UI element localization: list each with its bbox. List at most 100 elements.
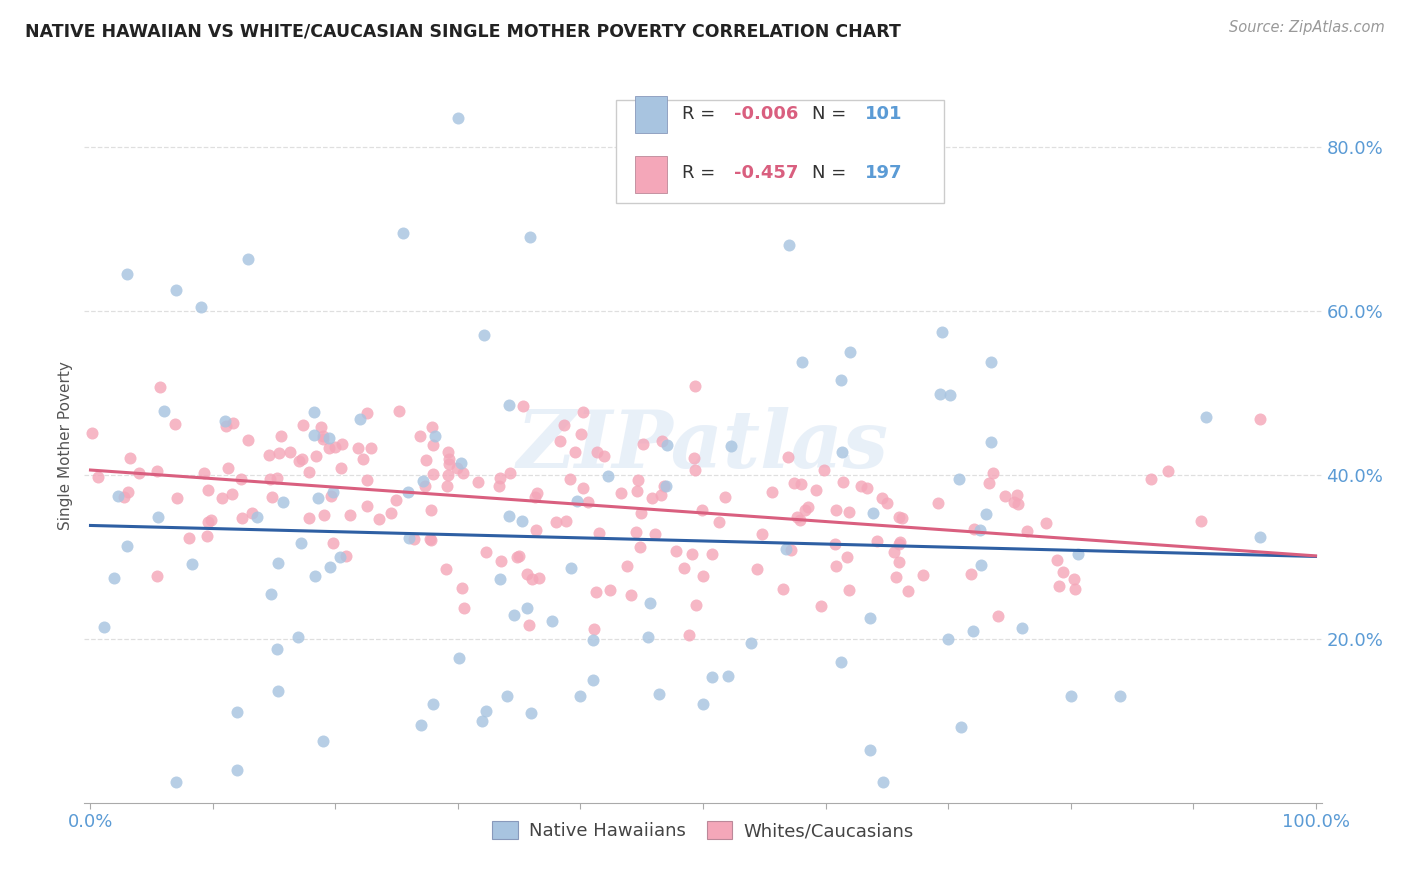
Point	[620, 588, 643, 602]
Text: 101: 101	[865, 105, 903, 123]
Point	[146, 510, 169, 524]
Point	[128, 467, 150, 481]
Point	[166, 491, 188, 506]
Point	[692, 698, 714, 712]
Point	[969, 523, 991, 537]
Point	[1063, 582, 1085, 597]
Point	[783, 476, 806, 491]
Point	[193, 466, 215, 480]
Text: 197: 197	[865, 164, 903, 182]
Point	[259, 472, 281, 486]
Point	[838, 582, 860, 597]
Point	[314, 508, 336, 522]
Point	[278, 445, 301, 459]
Text: N =: N =	[811, 164, 852, 182]
Point	[335, 549, 357, 564]
Point	[112, 490, 135, 504]
Point	[569, 689, 592, 703]
Point	[720, 439, 742, 453]
Point	[582, 673, 605, 687]
Point	[778, 238, 800, 252]
Point	[246, 510, 269, 524]
Point	[117, 485, 139, 500]
Point	[222, 416, 245, 430]
Point	[859, 743, 882, 757]
Point	[360, 441, 382, 455]
Point	[197, 483, 219, 497]
Point	[356, 406, 378, 420]
Point	[392, 226, 415, 240]
Point	[790, 476, 813, 491]
Point	[974, 507, 997, 521]
Point	[911, 568, 934, 582]
Point	[436, 479, 458, 493]
Point	[269, 446, 291, 460]
Point	[931, 325, 953, 339]
Point	[560, 472, 582, 486]
Point	[311, 419, 333, 434]
Text: NATIVE HAWAIIAN VS WHITE/CAUCASIAN SINGLE MOTHER POVERTY CORRELATION CHART: NATIVE HAWAIIAN VS WHITE/CAUCASIAN SINGL…	[25, 22, 901, 40]
Point	[270, 429, 292, 443]
Point	[962, 624, 984, 638]
Point	[236, 252, 259, 266]
Point	[959, 566, 981, 581]
Point	[740, 635, 762, 649]
Point	[851, 479, 873, 493]
Point	[1139, 472, 1161, 486]
Point	[304, 568, 326, 582]
Point	[683, 378, 706, 392]
Point	[1195, 410, 1218, 425]
Point	[655, 479, 678, 493]
Point	[322, 536, 344, 550]
Point	[259, 448, 281, 462]
Point	[305, 449, 328, 463]
Point	[648, 688, 671, 702]
Point	[714, 490, 737, 504]
Point	[388, 404, 411, 418]
Text: Source: ZipAtlas.com: Source: ZipAtlas.com	[1229, 20, 1385, 35]
Point	[298, 511, 321, 525]
Point	[472, 327, 495, 342]
FancyBboxPatch shape	[616, 100, 945, 203]
Point	[329, 550, 352, 565]
Point	[683, 463, 706, 477]
Point	[145, 464, 167, 478]
Point	[115, 267, 138, 281]
Point	[796, 500, 818, 514]
Point	[165, 775, 187, 789]
Point	[583, 623, 606, 637]
Point	[1015, 524, 1038, 538]
Point	[396, 484, 419, 499]
Point	[1249, 530, 1271, 544]
Point	[498, 398, 520, 412]
Point	[226, 763, 249, 777]
Point	[298, 465, 321, 479]
Point	[499, 466, 522, 480]
Point	[789, 512, 811, 526]
Point	[582, 632, 605, 647]
Point	[260, 587, 283, 601]
Point	[471, 714, 494, 728]
Point	[273, 494, 295, 508]
Point	[610, 486, 633, 500]
Point	[569, 426, 592, 441]
Point	[550, 434, 572, 448]
Point	[571, 405, 593, 419]
Point	[287, 630, 309, 644]
Point	[231, 510, 253, 524]
Point	[86, 470, 108, 484]
Point	[214, 418, 236, 433]
Point	[422, 698, 444, 712]
Point	[866, 534, 889, 549]
Point	[813, 463, 835, 477]
Point	[641, 491, 664, 505]
Point	[447, 111, 470, 125]
Point	[949, 720, 972, 734]
Point	[692, 569, 714, 583]
Point	[862, 506, 884, 520]
Point	[963, 522, 986, 536]
Point	[153, 404, 176, 418]
Point	[446, 460, 468, 475]
Point	[578, 495, 600, 509]
Point	[356, 499, 378, 513]
